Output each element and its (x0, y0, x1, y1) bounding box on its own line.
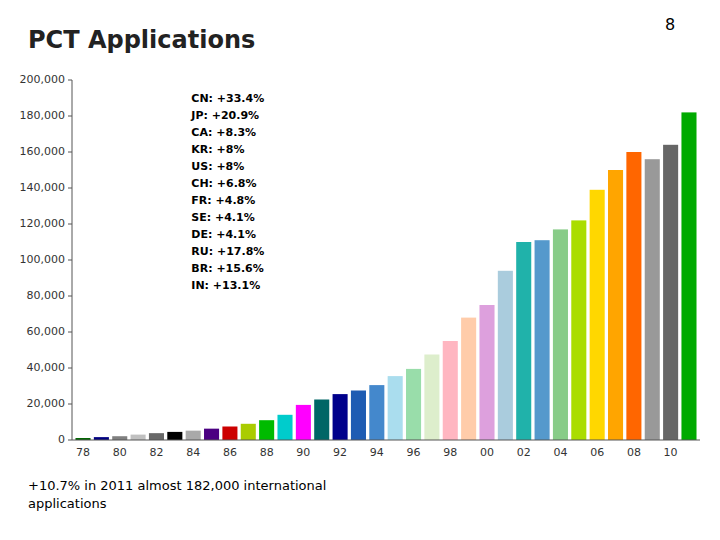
bar (443, 341, 458, 440)
x-tick-label: 08 (627, 446, 641, 459)
bar (369, 385, 384, 440)
bar (663, 145, 678, 440)
y-tick (68, 80, 72, 81)
bar (333, 394, 348, 440)
bar (241, 424, 256, 440)
bar (498, 271, 513, 440)
bar (204, 429, 219, 440)
x-tick-label: 06 (590, 446, 604, 459)
x-tick-label: 84 (186, 446, 200, 459)
x-tick-label: 98 (443, 446, 457, 459)
x-tick-label: 02 (517, 446, 531, 459)
bar (259, 420, 274, 440)
x-axis-line (72, 440, 700, 441)
bar (461, 318, 476, 440)
chart: PCT Applications8020,00040,00060,00080,0… (0, 0, 720, 540)
y-tick-label: 20,000 (27, 397, 66, 410)
x-tick-label: 00 (480, 446, 494, 459)
y-tick-label: 180,000 (20, 109, 66, 122)
y-tick-label: 40,000 (27, 361, 66, 374)
x-tick-label: 78 (76, 446, 90, 459)
y-tick (68, 188, 72, 189)
y-tick (68, 440, 72, 441)
y-tick (68, 296, 72, 297)
y-tick-label: 0 (58, 433, 65, 446)
y-tick (68, 116, 72, 117)
y-tick-label: 80,000 (27, 289, 66, 302)
bar (553, 229, 568, 440)
bar (351, 391, 366, 441)
background (0, 0, 720, 540)
x-tick-label: 96 (407, 446, 421, 459)
bar (149, 433, 164, 440)
y-tick-label: 160,000 (20, 145, 66, 158)
bar (681, 112, 696, 440)
page-number: 8 (665, 15, 675, 34)
bar (608, 170, 623, 440)
x-tick-label: 88 (260, 446, 274, 459)
y-tick-label: 120,000 (20, 217, 66, 230)
x-tick-label: 90 (296, 446, 310, 459)
y-tick (68, 260, 72, 261)
bar (535, 240, 550, 440)
bar (590, 190, 605, 440)
bar (406, 369, 421, 440)
y-tick-label: 100,000 (20, 253, 66, 266)
y-tick-label: 200,000 (20, 73, 66, 86)
x-tick-label: 94 (370, 446, 384, 459)
bar (516, 242, 531, 440)
bar (314, 400, 329, 441)
bar (296, 405, 311, 440)
x-tick-label: 04 (553, 446, 567, 459)
x-tick-label: 10 (664, 446, 678, 459)
y-tick-label: 140,000 (20, 181, 66, 194)
bar (479, 305, 494, 440)
x-tick-label: 86 (223, 446, 237, 459)
y-tick (68, 332, 72, 333)
bars (75, 112, 696, 440)
x-tick-label: 82 (149, 446, 163, 459)
footer: +10.7% in 2011 almost 182,000 internatio… (28, 478, 326, 511)
bar (645, 159, 660, 440)
axes: 0 20,000 40,000 60,000 80,000 100,000 120,000 1… (20, 73, 701, 459)
bar (186, 431, 201, 440)
title: PCT Applications (28, 26, 255, 54)
annotation: CN: +33.4%JP: +20.9%CA: +8.3%KR: +8%US: … (190, 92, 264, 292)
y-tick (68, 368, 72, 369)
bar (571, 220, 586, 440)
bar (167, 432, 182, 440)
bar (112, 436, 127, 440)
y-tick-label: 60,000 (27, 325, 66, 338)
y-tick (68, 404, 72, 405)
bar (277, 415, 292, 440)
y-tick (68, 224, 72, 225)
bar (222, 427, 237, 441)
bar (626, 152, 641, 440)
bar (424, 355, 439, 441)
bar (131, 435, 146, 440)
y-tick (68, 152, 72, 153)
x-tick-label: 92 (333, 446, 347, 459)
x-tick-label: 80 (113, 446, 127, 459)
bar (388, 376, 403, 440)
